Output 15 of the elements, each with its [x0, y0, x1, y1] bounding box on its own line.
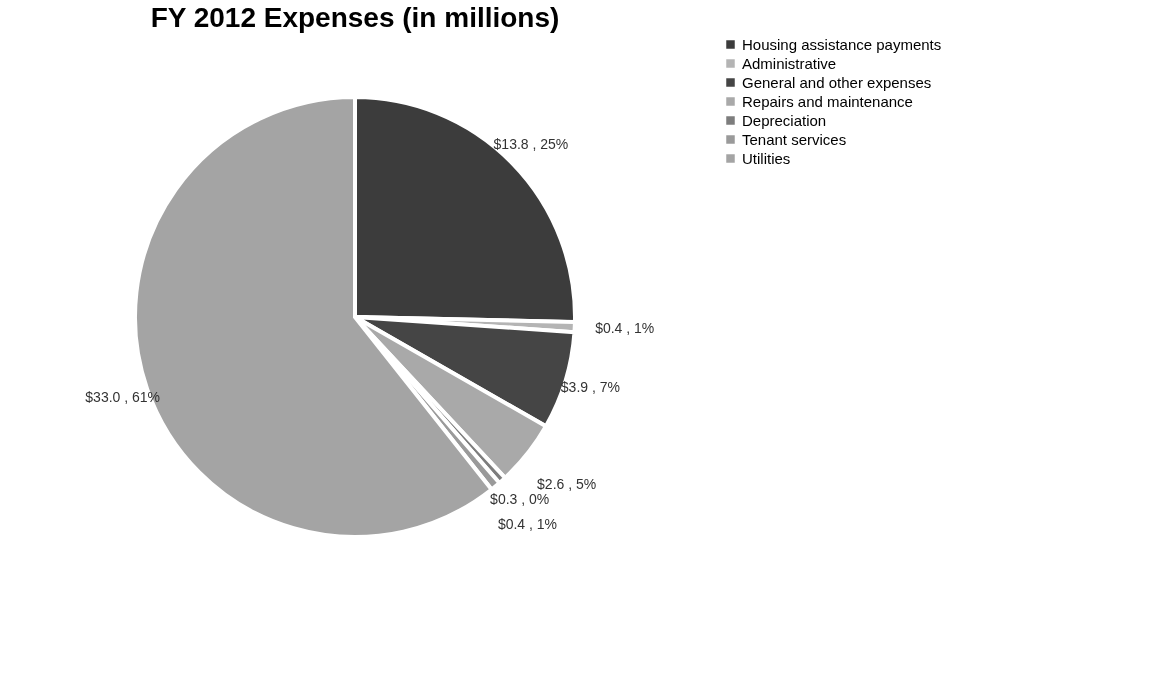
data-label: $0.3 , 0%: [490, 490, 550, 507]
data-label: $33.0 , 61%: [85, 388, 161, 405]
legend-label: Tenant services: [742, 130, 847, 148]
legend-label: Administrative: [742, 54, 837, 72]
chart-title: FY 2012 Expenses (in millions): [150, 2, 560, 33]
legend-label: Repairs and maintenance: [742, 92, 913, 110]
data-label: $2.6 , 5%: [537, 475, 597, 492]
legend-label: Depreciation: [742, 111, 827, 129]
legend-label: Housing assistance payments: [742, 35, 942, 53]
data-label: $0.4 , 1%: [497, 515, 558, 532]
data-label: $0.4 , 1%: [595, 320, 655, 337]
data-label: $3.9 , 7%: [560, 379, 620, 396]
legend-label: Utilities: [742, 149, 791, 167]
legend-label: General and other expenses: [742, 73, 932, 91]
data-label: $13.8 , 25%: [493, 136, 569, 153]
